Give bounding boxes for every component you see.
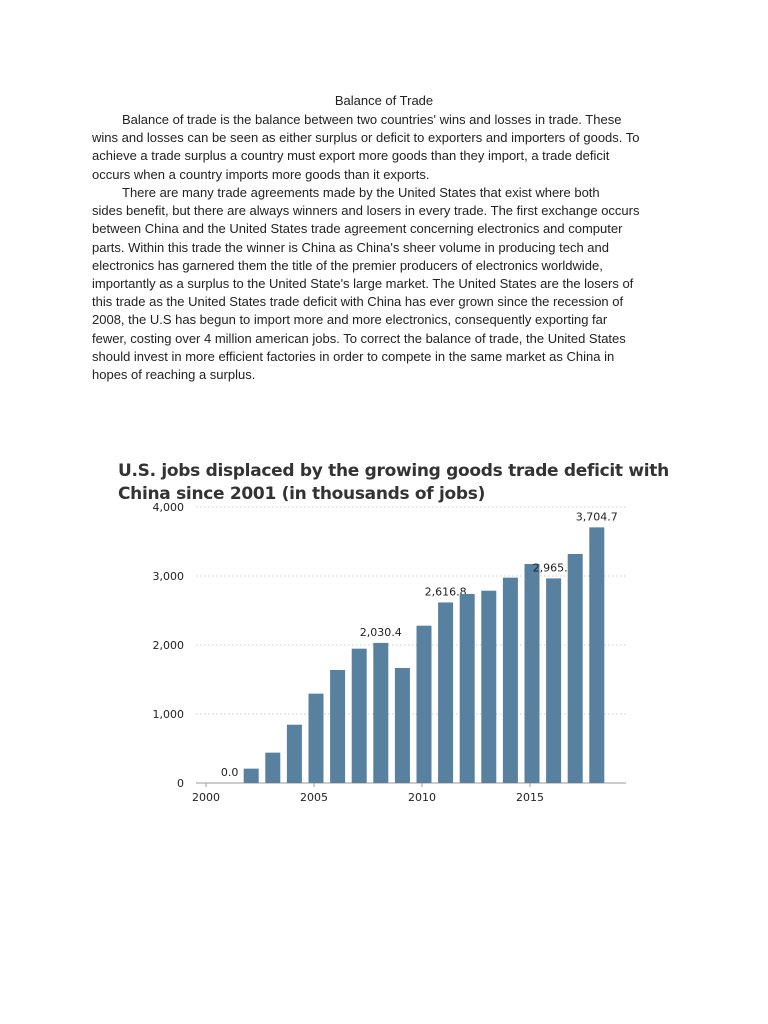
bar <box>330 669 346 783</box>
paragraph-line: importantly as a surplus to the United S… <box>92 276 634 292</box>
y-tick-label: 2,000 <box>153 639 185 652</box>
chart-title-line: U.S. jobs displaced by the growing goods… <box>118 461 669 481</box>
data-label: 2,616.8 <box>425 585 467 598</box>
bar <box>589 527 605 783</box>
bar <box>438 602 454 783</box>
paragraph-line: wins and losses can be seen as either su… <box>92 130 640 146</box>
bar <box>243 768 259 783</box>
bar <box>286 724 302 783</box>
x-tick-label: 2000 <box>192 791 220 804</box>
document-title: Balance of Trade <box>334 93 434 108</box>
bar <box>567 553 583 783</box>
chart-title-line: China since 2001 (in thousands of jobs) <box>118 484 486 504</box>
paragraph-line: achieve a trade surplus a country must e… <box>92 148 610 164</box>
bar <box>502 577 518 783</box>
x-tick-label: 2015 <box>516 791 544 804</box>
paragraph-line: hopes of reaching a surplus. <box>92 367 256 383</box>
bar <box>265 752 281 783</box>
paragraph-line: electronics has garnered them the title … <box>92 257 603 273</box>
x-tick-label: 2005 <box>300 791 328 804</box>
y-tick-label: 1,000 <box>153 708 185 721</box>
y-tick-label: 0 <box>177 777 184 790</box>
bar <box>546 578 562 783</box>
paragraph-line: occurs when a country imports more goods… <box>92 166 430 182</box>
paragraph-2: There are many trade agreements made by … <box>92 184 692 384</box>
data-label: 0.0 <box>221 766 239 779</box>
paragraph-line: There are many trade agreements made by … <box>122 185 600 200</box>
data-label: 2,030.4 <box>360 626 402 639</box>
y-tick-label: 3,000 <box>153 570 185 583</box>
bar <box>308 693 324 783</box>
paragraph-line: parts. Within this trade the winner is C… <box>92 239 609 255</box>
paragraph-1: Balance of trade is the balance between … <box>92 111 692 184</box>
paragraph-line: sides benefit, but there are always winn… <box>92 203 640 219</box>
data-label: 2,965.2 <box>533 561 575 574</box>
bar <box>394 667 410 783</box>
bar <box>524 563 540 783</box>
bar <box>416 625 432 783</box>
chart-title: U.S. jobs displaced by the growing goods… <box>118 460 669 506</box>
paragraph-line: should invest in more efficient factorie… <box>92 348 615 364</box>
bar <box>481 590 497 783</box>
paragraph-line: Balance of trade is the balance between … <box>122 112 622 127</box>
paragraph-line: between China and the United States trad… <box>92 221 623 237</box>
bar <box>373 642 389 783</box>
y-tick-label: 4,000 <box>153 501 185 514</box>
paragraph-line: 2008, the U.S has begun to import more a… <box>92 312 608 328</box>
data-label: 3,704.7 <box>576 510 618 523</box>
x-tick-label: 2010 <box>408 791 436 804</box>
bar <box>459 594 475 783</box>
paragraph-line: fewer, costing over 4 million american j… <box>92 330 626 346</box>
bar <box>351 648 367 783</box>
paragraph-line: this trade as the United States trade de… <box>92 294 624 310</box>
